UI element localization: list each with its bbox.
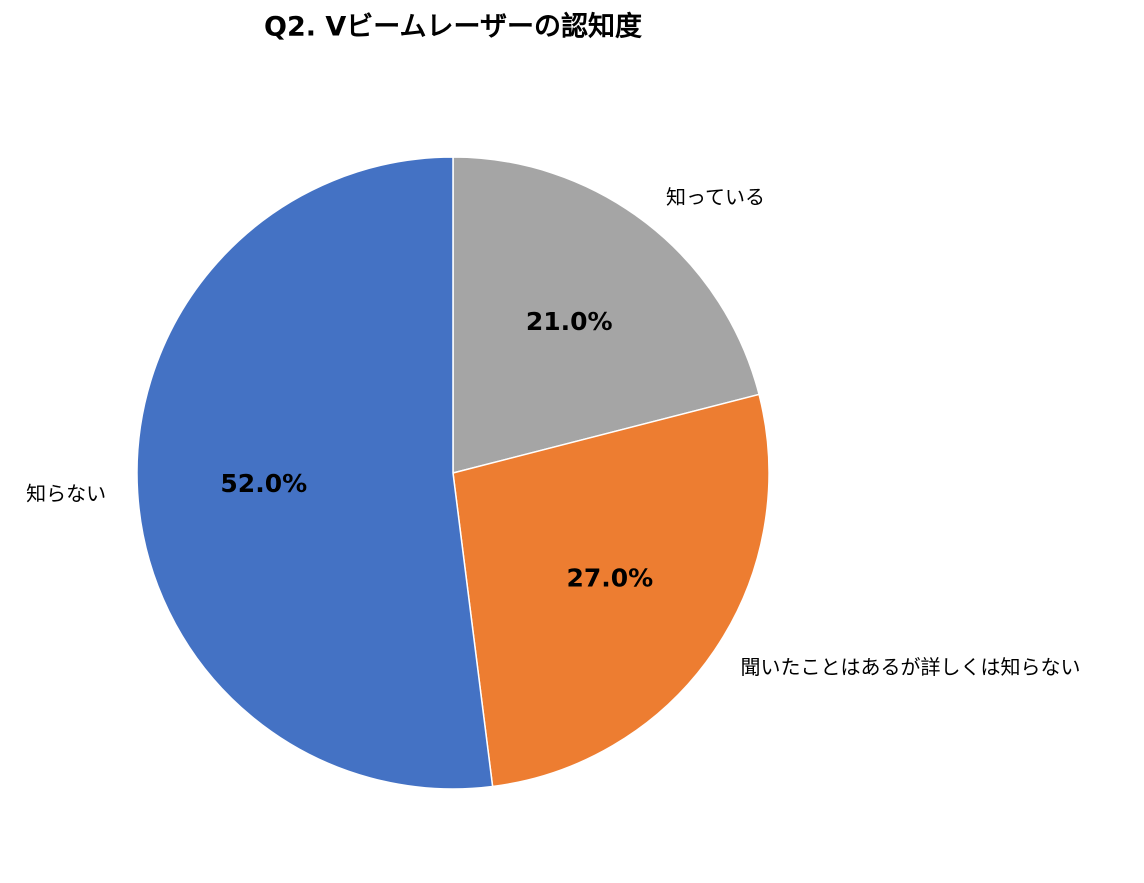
pie-slice (136, 156, 494, 790)
category-label: 聞いたことはあるが詳しくは知らない (740, 655, 1080, 679)
category-label: 知らない (26, 481, 106, 505)
chart-title: Q2. Vビームレーザーの認知度 (264, 11, 642, 43)
value-label: 21.0% (526, 307, 613, 336)
category-label: 知っている (666, 185, 765, 209)
value-label: 52.0% (220, 469, 307, 498)
pie-slice (452, 393, 770, 788)
pie-slice (452, 156, 760, 474)
value-label: 27.0% (566, 564, 653, 593)
